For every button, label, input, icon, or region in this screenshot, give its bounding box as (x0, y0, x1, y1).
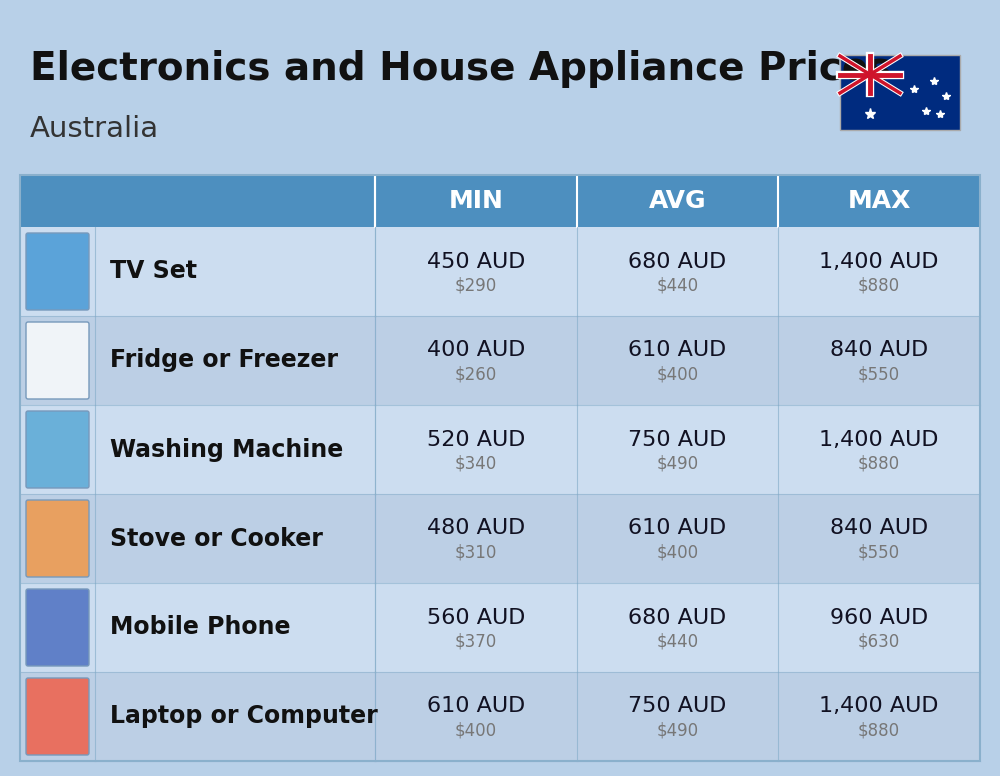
Text: 450 AUD: 450 AUD (427, 251, 525, 272)
FancyBboxPatch shape (26, 411, 89, 488)
Text: 520 AUD: 520 AUD (427, 429, 525, 449)
Text: 1,400 AUD: 1,400 AUD (819, 429, 939, 449)
FancyBboxPatch shape (840, 55, 960, 130)
FancyBboxPatch shape (20, 494, 980, 583)
FancyBboxPatch shape (26, 678, 89, 755)
FancyBboxPatch shape (20, 175, 980, 227)
Text: Australia: Australia (30, 115, 159, 143)
Text: 610 AUD: 610 AUD (628, 341, 727, 361)
FancyBboxPatch shape (20, 583, 980, 672)
FancyBboxPatch shape (26, 322, 89, 399)
Text: $400: $400 (656, 543, 699, 562)
Text: 1,400 AUD: 1,400 AUD (819, 697, 939, 716)
Text: $440: $440 (656, 276, 699, 295)
FancyBboxPatch shape (20, 175, 375, 227)
Text: 480 AUD: 480 AUD (427, 518, 525, 539)
Text: 1,400 AUD: 1,400 AUD (819, 251, 939, 272)
Text: $340: $340 (455, 455, 497, 473)
Text: 610 AUD: 610 AUD (427, 697, 525, 716)
Text: $880: $880 (858, 276, 900, 295)
FancyBboxPatch shape (26, 500, 89, 577)
Text: Mobile Phone: Mobile Phone (110, 615, 290, 639)
Text: 750 AUD: 750 AUD (628, 697, 727, 716)
Text: $400: $400 (656, 365, 699, 383)
Text: $880: $880 (858, 455, 900, 473)
FancyBboxPatch shape (26, 589, 89, 666)
Text: 680 AUD: 680 AUD (628, 251, 727, 272)
Text: 680 AUD: 680 AUD (628, 608, 727, 628)
Text: Washing Machine: Washing Machine (110, 438, 343, 462)
Text: $630: $630 (858, 632, 900, 650)
Text: $490: $490 (656, 455, 699, 473)
Text: TV Set: TV Set (110, 259, 197, 283)
Text: $290: $290 (455, 276, 497, 295)
Text: $400: $400 (455, 722, 497, 740)
FancyBboxPatch shape (20, 316, 980, 405)
Text: 750 AUD: 750 AUD (628, 429, 727, 449)
Text: AVG: AVG (649, 189, 706, 213)
Text: MIN: MIN (448, 189, 503, 213)
Text: 840 AUD: 840 AUD (830, 341, 928, 361)
FancyBboxPatch shape (20, 227, 980, 316)
Text: $260: $260 (455, 365, 497, 383)
Text: Laptop or Computer: Laptop or Computer (110, 705, 378, 729)
Text: Stove or Cooker: Stove or Cooker (110, 526, 323, 550)
Text: MAX: MAX (847, 189, 911, 213)
Text: $550: $550 (858, 365, 900, 383)
Text: 610 AUD: 610 AUD (628, 518, 727, 539)
Text: Electronics and House Appliance Prices: Electronics and House Appliance Prices (30, 50, 891, 88)
Text: $370: $370 (455, 632, 497, 650)
Text: $440: $440 (656, 632, 699, 650)
Text: 840 AUD: 840 AUD (830, 518, 928, 539)
Text: 960 AUD: 960 AUD (830, 608, 928, 628)
Text: $490: $490 (656, 722, 699, 740)
Text: 560 AUD: 560 AUD (427, 608, 525, 628)
FancyBboxPatch shape (26, 233, 89, 310)
Text: 400 AUD: 400 AUD (427, 341, 525, 361)
Text: $310: $310 (455, 543, 497, 562)
Text: $880: $880 (858, 722, 900, 740)
FancyBboxPatch shape (20, 672, 980, 761)
FancyBboxPatch shape (20, 405, 980, 494)
Text: $550: $550 (858, 543, 900, 562)
Text: Fridge or Freezer: Fridge or Freezer (110, 348, 338, 372)
